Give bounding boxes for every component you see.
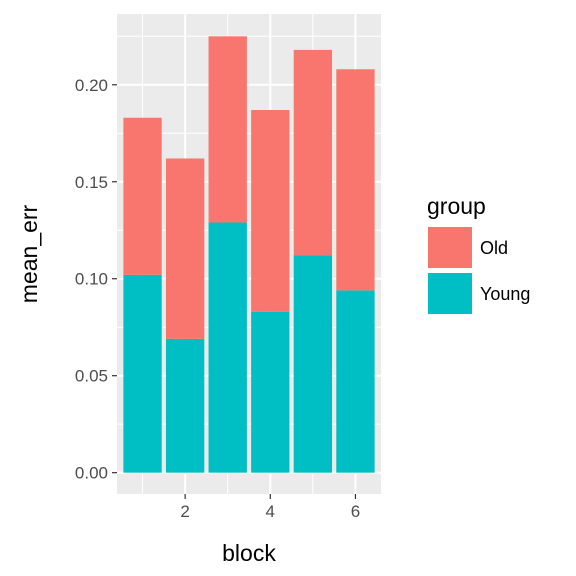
y-tick-label: 0.05 — [75, 367, 108, 386]
bars — [123, 36, 375, 473]
legend: group Old Young — [427, 193, 530, 314]
bar-young-block-4 — [251, 311, 290, 473]
legend-title: group — [427, 193, 486, 219]
legend-swatch-young — [428, 273, 472, 314]
bar-old-block-1 — [123, 117, 162, 275]
x-tick-label: 6 — [351, 502, 360, 521]
bar-young-block-1 — [123, 274, 162, 473]
y-tick-label: 0.20 — [75, 76, 108, 95]
y-axis: 0.00 0.05 0.10 0.15 0.20 — [75, 76, 117, 483]
x-tick-label: 2 — [180, 502, 189, 521]
legend-swatch-old — [428, 227, 472, 268]
bar-young-block-5 — [293, 255, 333, 473]
x-tick-label: 4 — [266, 502, 275, 521]
bar-old-block-3 — [208, 36, 247, 223]
bar-old-block-2 — [165, 158, 205, 339]
bar-old-block-5 — [293, 49, 333, 256]
y-axis-title: mean_err — [16, 204, 42, 303]
y-tick-label: 0.10 — [75, 270, 108, 289]
y-tick-label: 0.15 — [75, 173, 108, 192]
y-tick-label: 0.00 — [75, 464, 108, 483]
x-axis-title: block — [222, 540, 276, 566]
bar-old-block-4 — [251, 110, 290, 312]
bar-young-block-6 — [336, 290, 375, 473]
x-axis: 2 4 6 — [180, 494, 360, 521]
legend-label-old: Old — [480, 238, 508, 258]
bar-old-block-6 — [336, 69, 375, 291]
legend-label-young: Young — [480, 284, 530, 304]
bar-young-block-2 — [165, 338, 205, 473]
bar-young-block-3 — [208, 222, 247, 473]
